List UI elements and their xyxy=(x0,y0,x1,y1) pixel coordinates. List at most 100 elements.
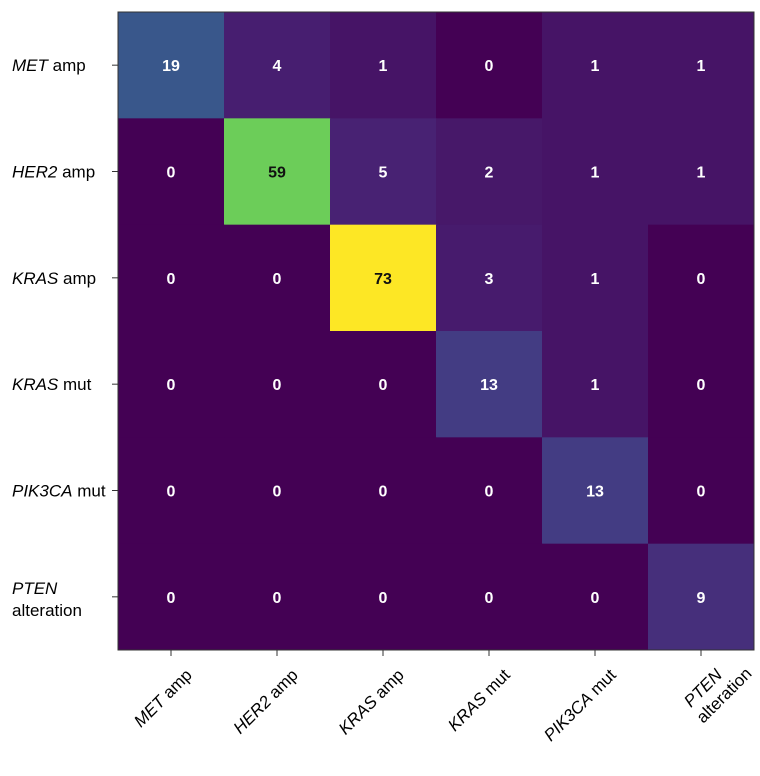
y-tick-label-type: mut xyxy=(72,482,105,501)
x-tick-label-type: amp xyxy=(262,665,302,705)
heatmap-cell-r3-c2 xyxy=(330,331,437,438)
x-tick-labels: MET amp HER2 amp KRAS amp KRAS mut PIK3CA mu… xyxy=(130,650,755,745)
heatmap-cell-r1-c3 xyxy=(436,118,543,226)
heatmap-cell-r3-c1 xyxy=(224,331,331,438)
cell-value-r2-c3: 3 xyxy=(485,271,494,288)
y-tick-label-gene: HER2 xyxy=(12,163,58,182)
cell-value-r3-c0: 0 xyxy=(167,377,176,394)
cell-value-r0-c2: 1 xyxy=(379,58,388,75)
y-tick-label-type: mut xyxy=(58,375,91,394)
cell-value-r1-c0: 0 xyxy=(167,165,176,182)
heatmap-cell-r1-c2 xyxy=(330,118,437,226)
heatmap-cell-r5-c0 xyxy=(118,543,225,651)
heatmap-cell-r4-c1 xyxy=(224,437,331,545)
y-tick-label-gene: PTEN xyxy=(12,579,58,598)
heatmap-cell-r1-c0 xyxy=(118,118,225,226)
heatmap-cell-r0-c4 xyxy=(542,12,649,119)
cell-value-r1-c5: 1 xyxy=(697,165,706,182)
heatmap-cell-r5-c3 xyxy=(436,543,543,651)
x-tick-label: KRAS mut xyxy=(444,665,514,735)
cell-value-r0-c0: 19 xyxy=(162,58,180,75)
heatmap-cell-r4-c2 xyxy=(330,437,437,545)
cell-value-r4-c5: 0 xyxy=(697,484,706,501)
heatmap-cell-r2-c1 xyxy=(224,224,331,332)
cell-value-r3-c4: 1 xyxy=(591,377,600,394)
cell-value-r5-c5: 9 xyxy=(697,590,706,607)
y-tick-label-gene: PIK3CA xyxy=(12,482,72,501)
y-tick-label-type: amp xyxy=(58,269,96,288)
cell-value-r1-c3: 2 xyxy=(485,165,494,182)
y-tick-label: KRAS amp xyxy=(12,269,96,288)
cell-value-r1-c4: 1 xyxy=(591,165,600,182)
cell-value-r0-c4: 1 xyxy=(591,58,600,75)
heatmap-cells xyxy=(118,12,755,651)
heatmap-cell-r5-c4 xyxy=(542,543,649,651)
heatmap-cell-r0-c5 xyxy=(648,12,755,119)
x-tick-label: MET amp xyxy=(130,665,196,731)
cell-value-r2-c4: 1 xyxy=(591,271,600,288)
cell-value-r2-c0: 0 xyxy=(167,271,176,288)
cell-value-r2-c2: 73 xyxy=(374,271,392,288)
cell-value-r1-c2: 5 xyxy=(379,165,388,182)
cell-value-r2-c5: 0 xyxy=(697,271,706,288)
y-tick-label: PTEN alteration xyxy=(12,579,82,620)
x-tick-label: HER2 amp xyxy=(230,665,302,737)
heatmap-cell-values: 19 4 1 0 1 1 0 59 5 2 1 1 0 0 73 3 1 0 0 0 0 13 1 0 0 0 0 0 13 0 0 0 0 0 0… xyxy=(162,58,705,607)
heatmap-cell-r4-c5 xyxy=(648,437,755,545)
plot-frame xyxy=(117,11,755,651)
heatmap-cell-r4-c3 xyxy=(436,437,543,545)
cell-value-r4-c1: 0 xyxy=(273,484,282,501)
cell-value-r0-c5: 1 xyxy=(697,58,706,75)
heatmap-cell-r5-c1 xyxy=(224,543,331,651)
cell-value-r0-c1: 4 xyxy=(273,58,282,75)
heatmap-cell-r3-c4 xyxy=(542,331,649,438)
heatmap-cell-r1-c5 xyxy=(648,118,755,226)
y-tick-label-gene: KRAS xyxy=(12,269,59,288)
heatmap-cell-r4-c4 xyxy=(542,437,649,545)
cell-value-r5-c0: 0 xyxy=(167,590,176,607)
y-tick-label: KRAS mut xyxy=(12,375,92,394)
cell-value-r5-c4: 0 xyxy=(591,590,600,607)
y-tick-label: HER2 amp xyxy=(12,163,95,182)
y-tick-label: PIK3CA mut xyxy=(12,482,106,501)
cell-value-r4-c2: 0 xyxy=(379,484,388,501)
heatmap-cell-r1-c4 xyxy=(542,118,649,226)
heatmap-cell-r0-c3 xyxy=(436,12,543,119)
heatmap-cell-r0-c2 xyxy=(330,12,437,119)
heatmap-cell-r5-c2 xyxy=(330,543,437,651)
x-tick-label: KRAS amp xyxy=(335,665,408,738)
heatmap-cell-r1-c1 xyxy=(224,118,331,226)
y-tick-label-type: amp xyxy=(48,56,86,75)
heatmap-cell-r4-c0 xyxy=(118,437,225,545)
heatmap-cell-r3-c0 xyxy=(118,331,225,438)
cell-value-r5-c1: 0 xyxy=(273,590,282,607)
cell-value-r3-c1: 0 xyxy=(273,377,282,394)
cell-value-r5-c2: 0 xyxy=(379,590,388,607)
cell-value-r5-c3: 0 xyxy=(485,590,494,607)
heatmap-cell-r2-c3 xyxy=(436,224,543,332)
cell-value-r3-c3: 13 xyxy=(480,377,498,394)
axis-ticks xyxy=(112,64,702,656)
heatmap-cell-r2-c2 xyxy=(330,224,437,332)
cell-value-r1-c1: 59 xyxy=(268,165,286,182)
y-tick-label-type: alteration xyxy=(12,601,82,620)
cell-value-r3-c2: 0 xyxy=(379,377,388,394)
x-tick-label: PTENalteration xyxy=(678,650,755,727)
x-tick-label-gene: PIK3CA xyxy=(540,689,596,745)
cell-value-r4-c4: 13 xyxy=(586,484,604,501)
heatmap-cell-r2-c4 xyxy=(542,224,649,332)
x-tick-label: PIK3CA mut xyxy=(540,665,620,745)
heatmap-cell-r3-c3 xyxy=(436,331,543,438)
heatmap-cell-r0-c0 xyxy=(118,12,225,119)
heatmap-cell-r2-c0 xyxy=(118,224,225,332)
cell-value-r2-c1: 0 xyxy=(273,271,282,288)
y-tick-label-gene: KRAS xyxy=(12,375,59,394)
y-tick-label-type: amp xyxy=(57,163,95,182)
cell-value-r3-c5: 0 xyxy=(697,377,706,394)
cell-value-r0-c3: 0 xyxy=(485,58,494,75)
y-tick-label-gene: MET xyxy=(12,56,50,75)
heatmap-cell-r3-c5 xyxy=(648,331,755,438)
heatmap-cell-r5-c5 xyxy=(648,543,755,651)
